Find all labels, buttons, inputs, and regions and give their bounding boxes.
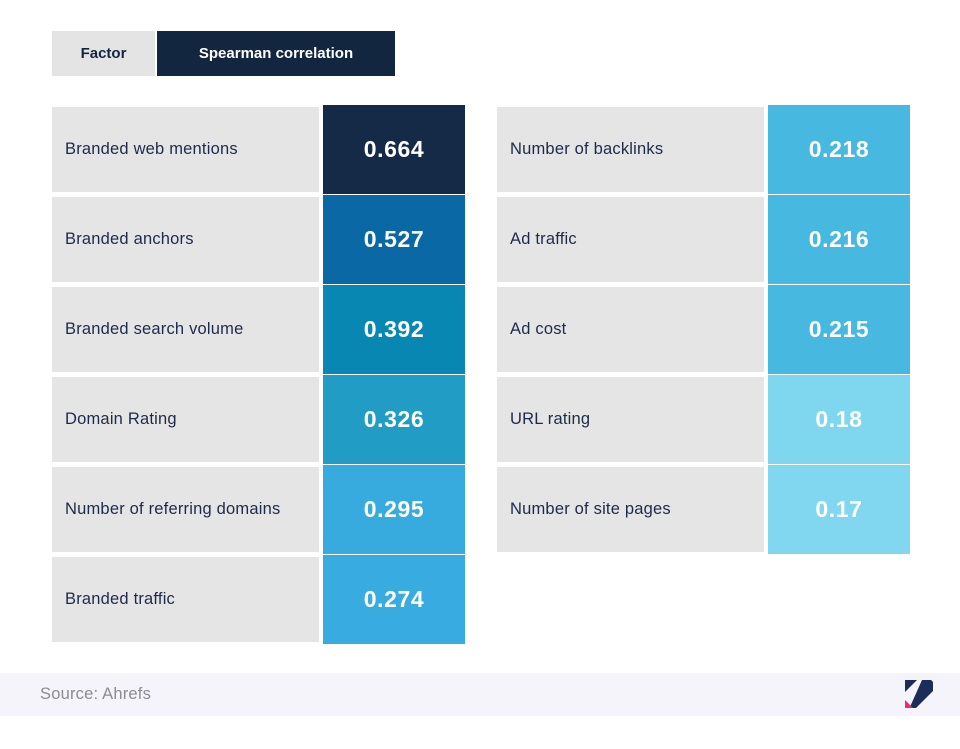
source-attribution: Source: Ahrefs <box>40 685 152 703</box>
factor-label: Branded web mentions <box>52 107 319 192</box>
correlation-value: 0.216 <box>768 195 910 284</box>
factor-label: URL rating <box>497 377 764 462</box>
table-row: URL rating 0.18 <box>497 375 910 464</box>
table-row: Number of site pages 0.17 <box>497 465 910 554</box>
factors-table-right: Number of backlinks 0.218 Ad traffic 0.2… <box>497 105 910 554</box>
correlation-header-tab: Spearman correlation <box>157 31 395 76</box>
correlation-value: 0.274 <box>323 555 465 644</box>
factor-label: Ad traffic <box>497 197 764 282</box>
factor-label: Ad cost <box>497 287 764 372</box>
factor-label: Number of referring domains <box>52 467 319 552</box>
factor-label: Number of backlinks <box>497 107 764 192</box>
correlation-header-label: Spearman correlation <box>198 45 354 62</box>
factor-label: Number of site pages <box>497 467 764 552</box>
factors-table-left: Branded web mentions 0.664 Branded ancho… <box>52 105 465 644</box>
table-row: Domain Rating 0.326 <box>52 375 465 464</box>
correlation-value: 0.295 <box>323 465 465 554</box>
backlinko-brand-logo-icon <box>905 680 933 708</box>
factor-header-tab: Factor <box>52 31 155 76</box>
table-row: Branded traffic 0.274 <box>52 555 465 644</box>
correlation-value: 0.326 <box>323 375 465 464</box>
factor-header-label: Factor <box>80 45 127 62</box>
correlation-value: 0.17 <box>768 465 910 554</box>
legend: Factor Spearman correlation <box>52 31 395 76</box>
source-footer-bar: Source: Ahrefs <box>0 673 960 716</box>
table-row: Branded anchors 0.527 <box>52 195 465 284</box>
correlation-value: 0.215 <box>768 285 910 374</box>
table-row: Ad traffic 0.216 <box>497 195 910 284</box>
table-row: Branded search volume 0.392 <box>52 285 465 374</box>
factor-label: Branded search volume <box>52 287 319 372</box>
table-row: Branded web mentions 0.664 <box>52 105 465 194</box>
table-row: Number of backlinks 0.218 <box>497 105 910 194</box>
factor-label: Branded traffic <box>52 557 319 642</box>
correlation-value: 0.527 <box>323 195 465 284</box>
correlation-value: 0.392 <box>323 285 465 374</box>
table-row: Ad cost 0.215 <box>497 285 910 374</box>
factor-label: Domain Rating <box>52 377 319 462</box>
correlation-value: 0.218 <box>768 105 910 194</box>
correlation-value: 0.664 <box>323 105 465 194</box>
factor-label: Branded anchors <box>52 197 319 282</box>
correlation-value: 0.18 <box>768 375 910 464</box>
table-row: Number of referring domains 0.295 <box>52 465 465 554</box>
